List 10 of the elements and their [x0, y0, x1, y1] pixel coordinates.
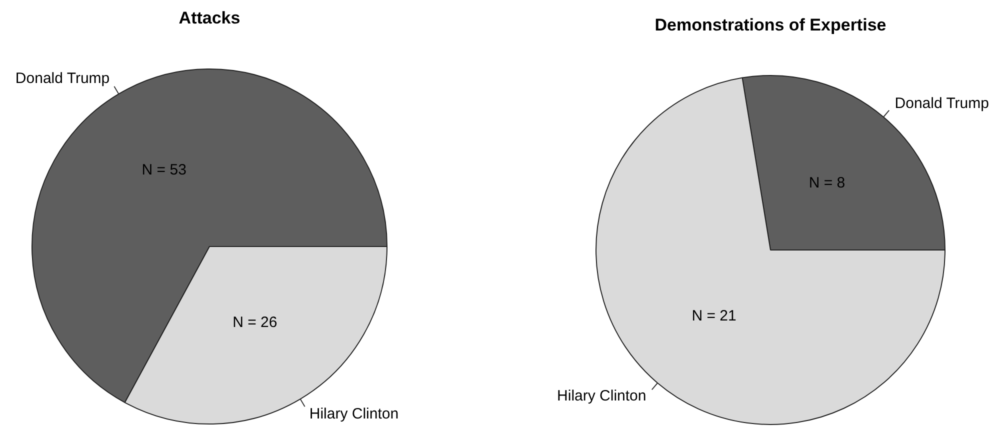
- chart-title: Attacks: [178, 8, 240, 28]
- slice-label: Donald Trump: [15, 70, 110, 87]
- data-label: N = 21: [692, 308, 736, 325]
- slice-label: Donald Trump: [894, 94, 989, 112]
- data-label: N = 8: [808, 174, 846, 192]
- data-label: N = 26: [232, 314, 278, 331]
- data-label: N = 53: [142, 161, 186, 178]
- chart-title: Demonstrations of Expertise: [654, 16, 886, 35]
- slice-label: Hilary Clinton: [557, 387, 646, 404]
- slice-label: Hilary Clinton: [309, 405, 399, 422]
